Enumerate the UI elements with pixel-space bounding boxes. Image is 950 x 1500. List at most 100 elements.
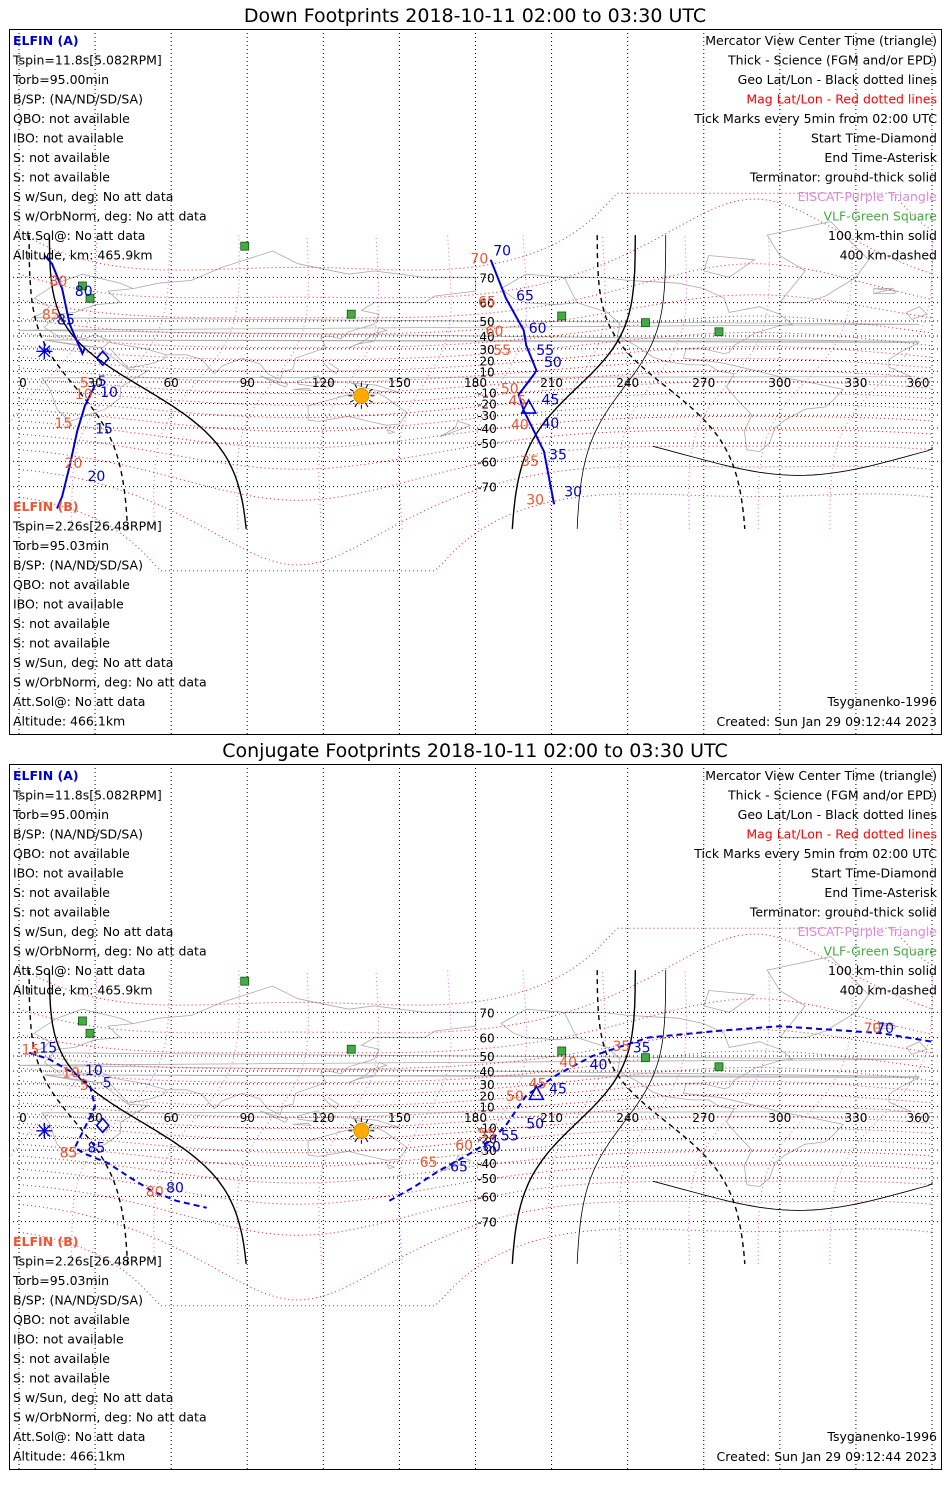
lon-tick-label: 60 xyxy=(164,1111,179,1125)
terminator-ground-west xyxy=(48,970,247,1264)
terminator-ground-east xyxy=(511,970,636,1264)
vlf-station-square xyxy=(78,1016,87,1026)
coastline xyxy=(564,276,844,453)
elfin-a-mag-time-label: 45 xyxy=(508,394,526,410)
sun-ray xyxy=(365,384,369,389)
elfin-b-info-line: B/SP: (NA/ND/SD/SA) xyxy=(13,1293,143,1308)
elfin-b-time-tick-label: 5 xyxy=(98,374,107,390)
mag-meridian-line xyxy=(829,970,934,1264)
terminator-400km xyxy=(596,970,746,1264)
elfin-b-footprint-track xyxy=(43,254,86,357)
elfin-a-mag-time-label: 50 xyxy=(506,1089,524,1105)
legend-entry: Thick - Science (FGM and/or EPD) xyxy=(727,53,937,68)
down-footprints-map: 0 30 60 90 120 150 180 210 240 270 300 330 360706050… xyxy=(9,29,942,735)
coastline xyxy=(766,956,870,1039)
elfin-b-footprint-track xyxy=(28,1051,207,1209)
elfin-a-footprint-track xyxy=(388,1025,933,1202)
elfin-b-start-time-diamond xyxy=(95,1117,110,1134)
mag-meridian-line xyxy=(688,970,771,1264)
coastline xyxy=(376,326,388,334)
coastline xyxy=(873,288,898,295)
terminator-ground-east xyxy=(511,235,636,529)
sun-ray xyxy=(354,403,358,408)
elfin-a-info-line: S: not available xyxy=(13,170,110,185)
sun-ray xyxy=(368,388,373,392)
vlf-station-square xyxy=(714,1062,724,1072)
elfin-b-info-line: Tspin=2.26s[26.48RPM] xyxy=(12,519,162,534)
elfin-b-info-line: Torb=95.03min xyxy=(12,538,109,553)
coastline xyxy=(133,250,476,381)
mag-latitude-line xyxy=(18,927,933,1006)
mag-latitude-line xyxy=(18,345,933,372)
elfin-a-mag-time-label: 35 xyxy=(521,454,539,470)
elfin-b-mag-time-label: 20 xyxy=(65,456,83,472)
lat-tick-label: -10 xyxy=(477,1122,497,1136)
elfin-a-mag-time-label: 40 xyxy=(559,1055,577,1071)
elfin-a-time-tick-label: 65 xyxy=(450,1160,468,1176)
mag-meridian-line xyxy=(318,235,380,529)
lat-tick-label: 40 xyxy=(479,1065,494,1079)
mag-latitude-line xyxy=(18,358,933,383)
elfin-a-info-line: Altitude, km: 465.9km xyxy=(13,983,153,998)
elfin-a-info-line: S w/Sun, deg: No att data xyxy=(13,924,173,939)
elfin-b-end-time-asterisk xyxy=(38,1124,51,1137)
coastline xyxy=(297,375,322,387)
lon-tick-label: 210 xyxy=(540,1111,563,1125)
elfin-a-time-tick-label: 35 xyxy=(549,447,567,463)
lon-tick-label: 150 xyxy=(388,1111,411,1125)
sun-ray xyxy=(365,403,369,408)
mag-meridian-line xyxy=(548,235,606,529)
lat-tick-label: -70 xyxy=(477,1216,497,1230)
elfin-a-time-tick-label: 30 xyxy=(564,485,582,501)
coastline xyxy=(439,1155,472,1172)
field-model-label: Tsyganenko-1996 xyxy=(826,694,937,709)
lon-tick-label: 360 xyxy=(907,376,930,390)
coastline xyxy=(41,339,920,422)
created-timestamp: Created: Sun Jan 29 09:12:44 2023 xyxy=(717,1449,937,1464)
elfin-a-time-tick-label: 45 xyxy=(549,1081,567,1097)
elfin-a-mag-time-label: 50 xyxy=(501,382,519,398)
elfin-a-label: ELFIN (A) xyxy=(13,33,79,48)
mag-latitude-line xyxy=(18,1138,933,1167)
terminator-400km-west xyxy=(28,970,129,1264)
elfin-b-mag-time-label: 80 xyxy=(146,1184,164,1200)
mag-meridian-line xyxy=(829,235,934,529)
vlf-station-square xyxy=(346,309,356,319)
elfin-a-info-line: B/SP: (NA/ND/SD/SA) xyxy=(13,827,143,842)
coastline xyxy=(323,1097,340,1110)
lat-tick-label: -20 xyxy=(477,397,497,411)
sun-ray xyxy=(368,1134,373,1138)
mag-latitude-line xyxy=(18,381,933,406)
lon-tick-label: 90 xyxy=(240,1111,255,1125)
lat-tick-label: 10 xyxy=(479,365,494,379)
elfin-a-footprint-track xyxy=(489,259,556,505)
lon-tick-label: 330 xyxy=(844,376,867,390)
lat-tick-label: 30 xyxy=(479,1078,494,1092)
coastline xyxy=(18,1008,920,1084)
legend-entry: End Time-Asterisk xyxy=(824,885,937,900)
vlf-station-square xyxy=(85,293,95,303)
coastline xyxy=(703,255,756,278)
coastline xyxy=(386,429,396,435)
legend-entry: Terminator: ground-thick solid xyxy=(749,905,937,920)
lon-tick-label: 180 xyxy=(464,376,487,390)
elfin-a-label: ELFIN (A) xyxy=(13,768,79,783)
created-timestamp: Created: Sun Jan 29 09:12:44 2023 xyxy=(717,714,937,729)
lat-tick-label: -40 xyxy=(477,422,497,436)
vlf-station-square xyxy=(346,1044,356,1054)
vlf-station-square xyxy=(557,311,567,321)
elfin-a-mag-time-label: 45 xyxy=(529,1077,547,1093)
mag-meridian-line xyxy=(9,235,97,426)
lat-tick-label: -50 xyxy=(477,437,497,451)
lat-tick-label: -60 xyxy=(477,455,497,469)
sun-ray xyxy=(349,1123,354,1127)
lon-tick-label: 270 xyxy=(692,1111,715,1125)
coastline xyxy=(18,273,920,349)
vlf-station-square xyxy=(85,1028,95,1038)
lon-tick-label: 300 xyxy=(768,376,791,390)
legend-entry: EISCAT-Purple Triangle xyxy=(798,924,938,939)
coastline xyxy=(292,1122,312,1126)
mag-latitude-line xyxy=(18,1116,933,1141)
sun-ray xyxy=(354,1138,358,1143)
mag-meridian-line xyxy=(548,970,606,1264)
